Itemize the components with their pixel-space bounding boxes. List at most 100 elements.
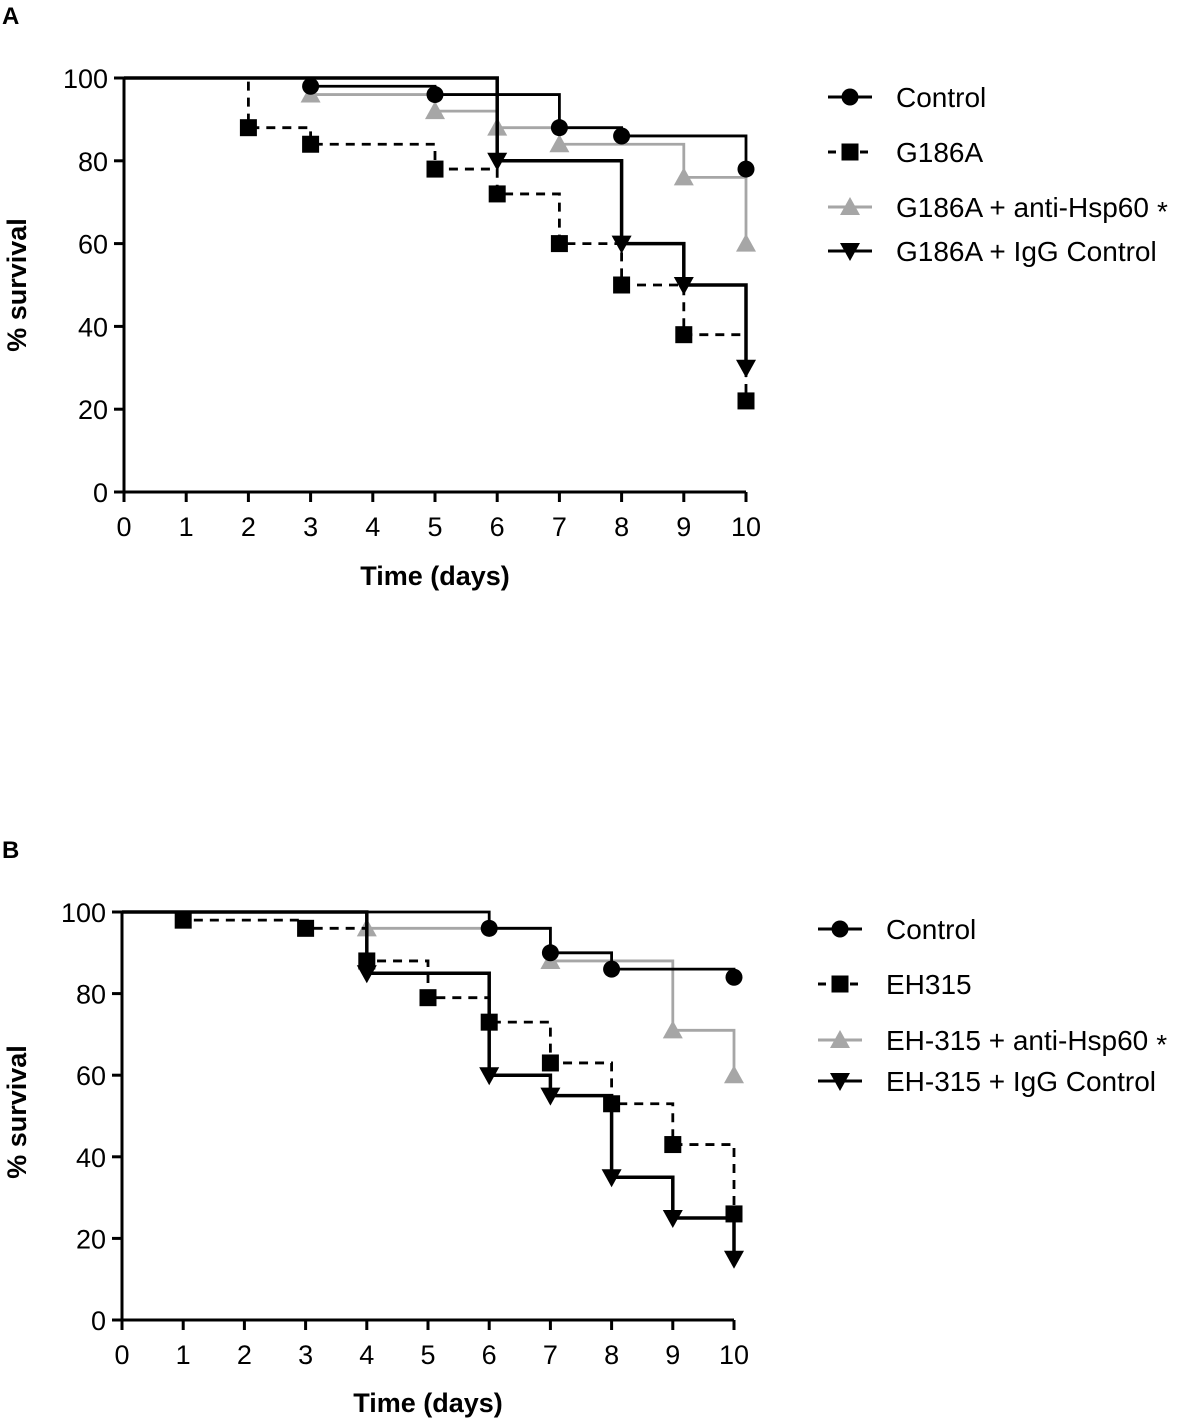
legend-label: G186A xyxy=(896,137,983,168)
legend-label: EH-315 + IgG Control xyxy=(886,1066,1156,1097)
legend-label: G186A + anti-Hsp60 xyxy=(896,192,1149,223)
x-tick-label: 7 xyxy=(543,1340,558,1370)
significance-asterisk: * xyxy=(1156,1029,1167,1060)
y-tick-label: 40 xyxy=(78,312,108,342)
data-point xyxy=(480,919,498,937)
series-g186a-igg-control xyxy=(124,76,756,378)
legend-item-eh-315-igg-control: EH-315 + IgG Control xyxy=(818,1066,1156,1097)
legend-marker xyxy=(841,143,859,161)
data-point xyxy=(675,326,693,344)
x-tick-label: 5 xyxy=(420,1340,435,1370)
data-point xyxy=(541,1054,559,1072)
x-tick-label: 8 xyxy=(604,1340,619,1370)
data-point xyxy=(613,276,631,294)
survival-line xyxy=(122,910,736,1214)
x-tick-label: 2 xyxy=(241,512,256,542)
series-control xyxy=(124,76,755,178)
x-tick-label: 0 xyxy=(114,1340,129,1370)
series-control xyxy=(122,910,743,986)
data-point xyxy=(611,235,632,254)
data-point xyxy=(673,167,694,186)
legend-label: G186A + IgG Control xyxy=(896,236,1157,267)
legend-item-g186a: G186A xyxy=(828,137,983,168)
data-point xyxy=(725,968,743,986)
x-tick-label: 9 xyxy=(676,512,691,542)
panel-label-b: B xyxy=(2,837,19,864)
legend-marker xyxy=(830,1030,850,1048)
y-tick-label: 60 xyxy=(78,230,108,260)
survival-line xyxy=(122,910,736,978)
survival-line xyxy=(124,76,748,368)
legend-item-control: Control xyxy=(828,82,986,113)
x-tick-label: 9 xyxy=(665,1340,680,1370)
legend-marker xyxy=(830,1073,850,1091)
x-axis-title: Time (days) xyxy=(360,561,510,591)
y-tick-label: 80 xyxy=(78,147,108,177)
data-point xyxy=(724,1250,744,1269)
y-tick-label: 100 xyxy=(61,898,106,928)
data-point xyxy=(724,1065,744,1084)
x-tick-label: 6 xyxy=(482,1340,497,1370)
data-point xyxy=(488,185,506,203)
y-axis-title: % survival xyxy=(2,1045,32,1179)
y-axis-title: % survival xyxy=(2,218,32,352)
y-tick-label: 40 xyxy=(76,1143,106,1173)
series-eh-315-igg-control xyxy=(122,910,744,1269)
data-point xyxy=(356,965,377,984)
data-point xyxy=(549,134,570,153)
chart-panel-b: 0 20 40 60 80 100 0 1 2 3 4 5 6 7 8 9 10 Time (days) % sur… xyxy=(2,898,1167,1418)
x-tick-label: 0 xyxy=(116,512,131,542)
data-point xyxy=(613,127,631,145)
x-tick-label: 7 xyxy=(552,512,567,542)
x-tick-label: 4 xyxy=(365,512,380,542)
x-tick-label: 3 xyxy=(303,512,318,542)
x-tick-label: 4 xyxy=(359,1340,374,1370)
data-point xyxy=(603,960,621,978)
y-tick-label: 60 xyxy=(76,1061,106,1091)
legend-marker xyxy=(831,975,849,993)
data-point xyxy=(426,86,444,104)
data-point xyxy=(174,911,192,929)
x-tick-label: 10 xyxy=(731,512,761,542)
y-tick-label: 20 xyxy=(76,1224,106,1254)
legend-marker xyxy=(831,920,849,938)
data-point xyxy=(425,101,445,120)
data-point xyxy=(479,1067,500,1086)
legend-item-eh-315-anti-hsp60: EH-315 + anti-Hsp60 * xyxy=(818,1025,1167,1060)
legend-label: EH315 xyxy=(886,969,972,1000)
y-tick-label: 100 xyxy=(63,64,108,94)
x-tick-label: 8 xyxy=(614,512,629,542)
data-point xyxy=(736,233,756,252)
data-point xyxy=(601,1169,622,1188)
y-tick-label: 20 xyxy=(78,395,108,425)
data-point xyxy=(239,119,257,137)
data-point xyxy=(737,160,755,178)
data-point xyxy=(487,152,508,171)
data-point xyxy=(426,160,444,178)
legend-marker xyxy=(840,243,860,261)
x-tick-label: 5 xyxy=(427,512,442,542)
legend-marker xyxy=(840,197,860,215)
y-tick-label: 0 xyxy=(91,1306,106,1336)
x-tick-label: 3 xyxy=(298,1340,313,1370)
legend-item-g186a-anti-hsp60: G186A + anti-Hsp60 * xyxy=(828,192,1168,227)
x-tick-label: 1 xyxy=(176,1340,191,1370)
series-g186a xyxy=(124,76,755,410)
data-point xyxy=(737,392,755,410)
legend-marker xyxy=(841,88,859,106)
x-tick-label: 6 xyxy=(490,512,505,542)
legend-label: EH-315 + anti-Hsp60 xyxy=(886,1025,1148,1056)
significance-asterisk: * xyxy=(1157,196,1168,227)
x-axis-title: Time (days) xyxy=(353,1388,503,1418)
legend-item-eh315: EH315 xyxy=(818,969,972,1000)
data-point xyxy=(302,135,320,153)
data-point xyxy=(419,989,437,1007)
legend-label: Control xyxy=(886,914,976,945)
survival-line xyxy=(124,76,748,401)
legend-label: Control xyxy=(896,82,986,113)
data-point xyxy=(664,1136,682,1154)
x-tick-label: 10 xyxy=(719,1340,749,1370)
x-tick-label: 2 xyxy=(237,1340,252,1370)
y-tick-label: 80 xyxy=(76,980,106,1010)
